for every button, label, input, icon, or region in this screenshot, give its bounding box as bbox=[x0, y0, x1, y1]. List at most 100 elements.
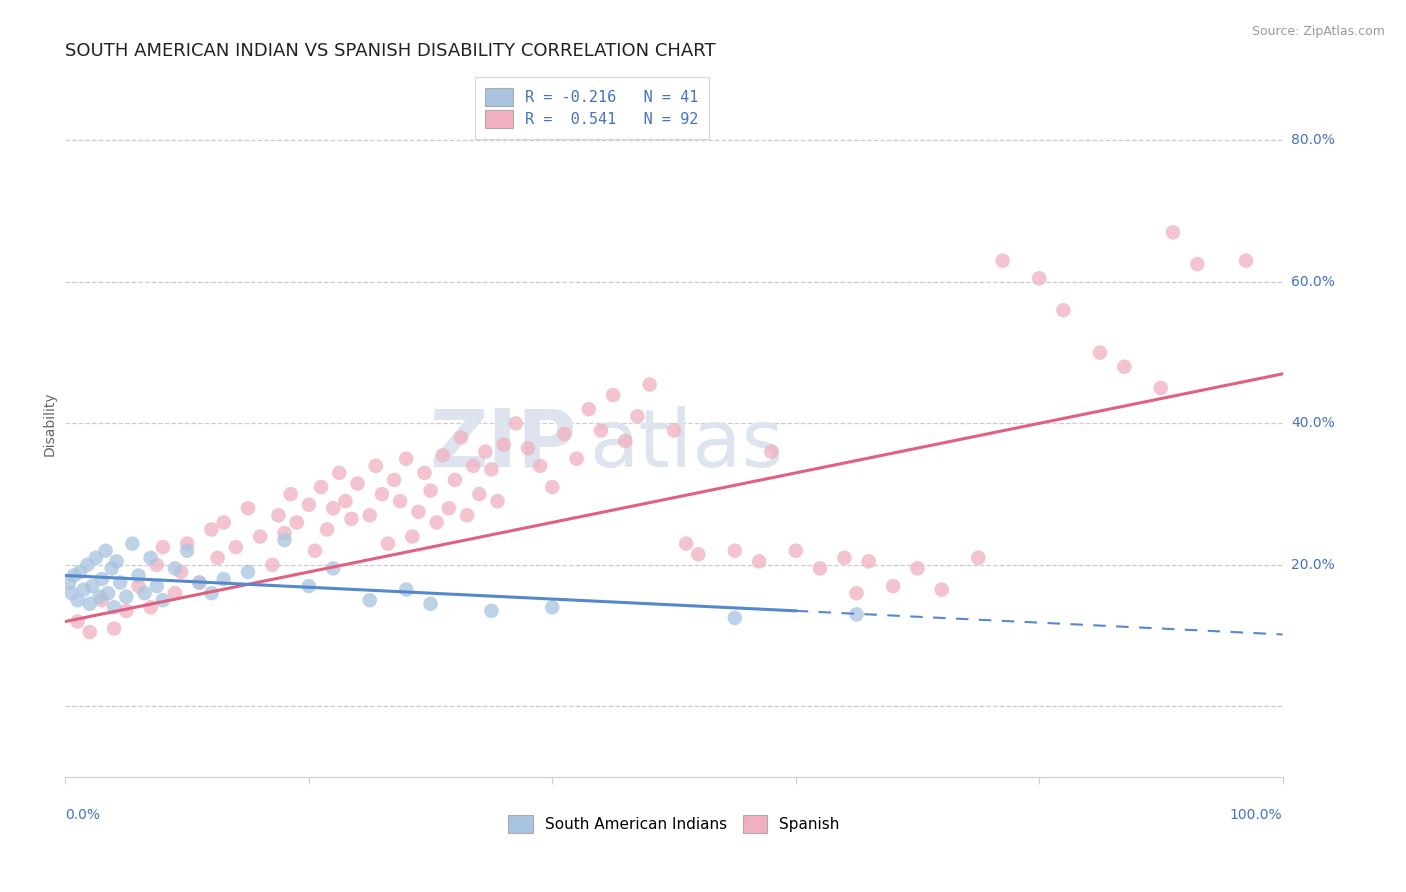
Point bbox=[340, 512, 363, 526]
Point bbox=[89, 590, 111, 604]
Point bbox=[212, 572, 235, 586]
Point bbox=[967, 550, 990, 565]
Point bbox=[309, 480, 332, 494]
Point bbox=[79, 625, 101, 640]
Point bbox=[432, 448, 454, 462]
Point bbox=[614, 434, 637, 448]
Point bbox=[450, 430, 472, 444]
Point bbox=[675, 536, 697, 550]
Point bbox=[401, 530, 423, 544]
Point bbox=[66, 615, 89, 629]
Point bbox=[346, 476, 368, 491]
Point bbox=[152, 540, 174, 554]
Point bbox=[389, 494, 412, 508]
Point bbox=[1150, 381, 1173, 395]
Point bbox=[589, 424, 612, 438]
Point bbox=[662, 424, 685, 438]
Point bbox=[761, 444, 783, 458]
Point bbox=[481, 462, 503, 476]
Point bbox=[426, 516, 449, 530]
Point bbox=[858, 554, 880, 568]
Point bbox=[280, 487, 302, 501]
Point bbox=[1234, 253, 1257, 268]
Point bbox=[273, 533, 295, 547]
Point bbox=[638, 377, 661, 392]
Point bbox=[359, 508, 381, 523]
Point bbox=[58, 575, 80, 590]
Point bbox=[139, 550, 162, 565]
Point bbox=[103, 600, 125, 615]
Point bbox=[688, 547, 710, 561]
Point bbox=[474, 444, 496, 458]
Point bbox=[249, 530, 271, 544]
Point bbox=[907, 561, 929, 575]
Point bbox=[152, 593, 174, 607]
Point bbox=[285, 516, 308, 530]
Point bbox=[207, 550, 229, 565]
Point bbox=[553, 427, 575, 442]
Point bbox=[516, 441, 538, 455]
Point bbox=[359, 593, 381, 607]
Point bbox=[845, 586, 868, 600]
Point bbox=[437, 501, 460, 516]
Y-axis label: Disability: Disability bbox=[44, 391, 58, 456]
Point bbox=[419, 483, 441, 498]
Point bbox=[127, 579, 149, 593]
Point bbox=[481, 604, 503, 618]
Point bbox=[1161, 225, 1184, 239]
Point bbox=[103, 622, 125, 636]
Point bbox=[91, 593, 114, 607]
Point bbox=[1052, 303, 1074, 318]
Point bbox=[991, 253, 1014, 268]
Point bbox=[163, 586, 186, 600]
Point bbox=[188, 575, 211, 590]
Point bbox=[60, 586, 83, 600]
Text: 80.0%: 80.0% bbox=[1291, 134, 1334, 147]
Text: SOUTH AMERICAN INDIAN VS SPANISH DISABILITY CORRELATION CHART: SOUTH AMERICAN INDIAN VS SPANISH DISABIL… bbox=[66, 42, 716, 60]
Point bbox=[322, 501, 344, 516]
Text: 60.0%: 60.0% bbox=[1291, 275, 1334, 289]
Point bbox=[176, 543, 198, 558]
Point bbox=[529, 458, 551, 473]
Text: atlas: atlas bbox=[589, 406, 783, 483]
Point bbox=[322, 561, 344, 575]
Point bbox=[1028, 271, 1050, 285]
Point bbox=[505, 417, 527, 431]
Point bbox=[395, 451, 418, 466]
Point bbox=[79, 597, 101, 611]
Point bbox=[76, 558, 98, 572]
Point bbox=[176, 536, 198, 550]
Text: 0.0%: 0.0% bbox=[66, 807, 100, 822]
Point bbox=[845, 607, 868, 622]
Point bbox=[492, 437, 515, 451]
Point bbox=[808, 561, 831, 575]
Point bbox=[110, 575, 132, 590]
Point bbox=[236, 565, 259, 579]
Point bbox=[115, 604, 138, 618]
Text: 100.0%: 100.0% bbox=[1230, 807, 1282, 822]
Point bbox=[304, 543, 326, 558]
Point bbox=[377, 536, 399, 550]
Point bbox=[1088, 345, 1111, 359]
Text: Source: ZipAtlas.com: Source: ZipAtlas.com bbox=[1251, 25, 1385, 38]
Point bbox=[63, 568, 86, 582]
Point bbox=[97, 586, 120, 600]
Text: 20.0%: 20.0% bbox=[1291, 558, 1334, 572]
Point bbox=[748, 554, 770, 568]
Point bbox=[1114, 359, 1136, 374]
Legend: South American Indians, Spanish: South American Indians, Spanish bbox=[499, 806, 849, 842]
Point bbox=[578, 402, 600, 417]
Point bbox=[225, 540, 247, 554]
Point bbox=[785, 543, 807, 558]
Point bbox=[105, 554, 128, 568]
Point bbox=[145, 558, 167, 572]
Point bbox=[236, 501, 259, 516]
Point bbox=[724, 611, 747, 625]
Point bbox=[94, 543, 117, 558]
Point bbox=[834, 550, 856, 565]
Point bbox=[262, 558, 284, 572]
Point bbox=[134, 586, 156, 600]
Point bbox=[298, 498, 321, 512]
Point bbox=[145, 579, 167, 593]
Point bbox=[82, 579, 104, 593]
